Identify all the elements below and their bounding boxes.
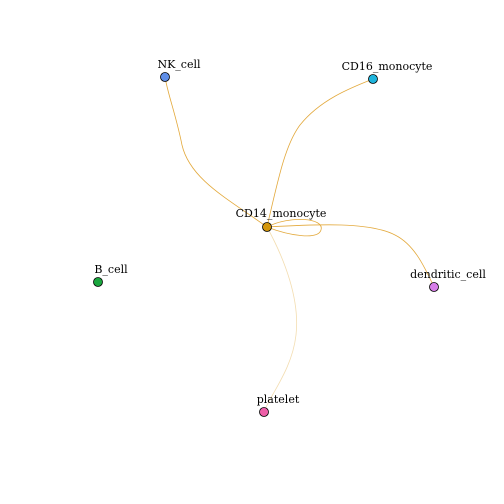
- node-label: B_cell: [94, 263, 128, 276]
- node-circle: [429, 282, 439, 292]
- node-dendritic-cell[interactable]: dendritic_cell: [410, 268, 486, 292]
- node-label: dendritic_cell: [410, 268, 486, 281]
- node-label: CD14_monocyte: [236, 207, 327, 220]
- edge-cd14-to-nk: [164, 76, 268, 228]
- node-label: CD16_monocyte: [342, 60, 433, 73]
- node-nk-cell[interactable]: NK_cell: [157, 58, 201, 82]
- edge-cd14-to-platelet: [263, 226, 298, 413]
- node-platelet[interactable]: platelet: [257, 393, 300, 417]
- node-label: platelet: [257, 393, 300, 406]
- nodes-layer: NK_cell CD16_monocyte CD14_monocyte B_ce…: [93, 58, 486, 417]
- node-circle: [93, 277, 103, 287]
- node-circle: [368, 74, 378, 84]
- node-cd14-monocyte[interactable]: CD14_monocyte: [236, 207, 327, 232]
- edge-cd14-to-dendritic: [266, 224, 435, 288]
- node-circle: [262, 222, 272, 232]
- node-circle: [259, 407, 269, 417]
- node-label: NK_cell: [157, 58, 201, 71]
- edge-cd14-self-loop: [266, 218, 322, 237]
- edge-cd14-to-cd16: [266, 78, 374, 228]
- node-circle: [160, 72, 170, 82]
- node-cd16-monocyte[interactable]: CD16_monocyte: [342, 60, 433, 84]
- edges-layer: [164, 76, 435, 413]
- node-b-cell[interactable]: B_cell: [93, 263, 129, 287]
